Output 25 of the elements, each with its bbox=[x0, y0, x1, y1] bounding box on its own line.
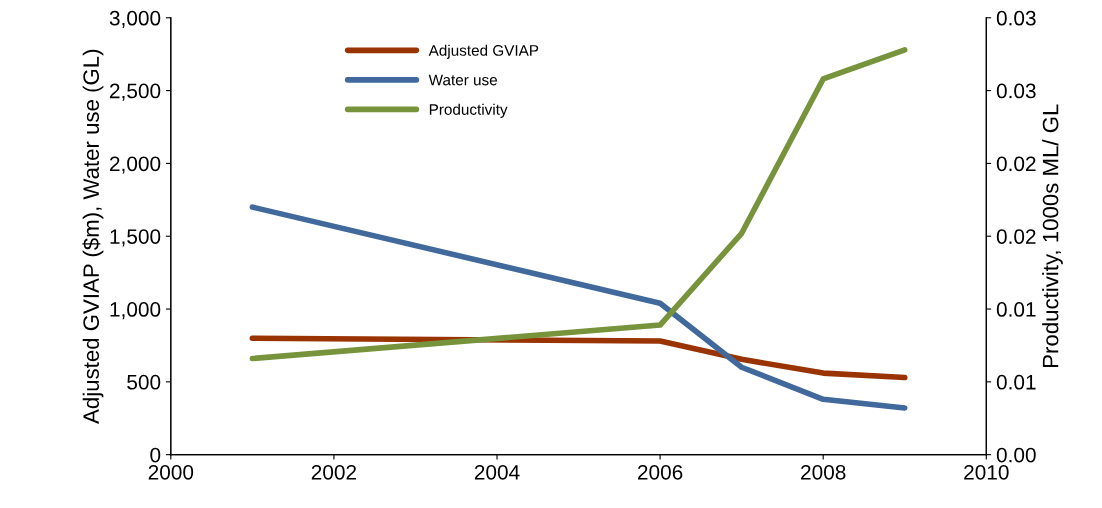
y2-tick-label: 0.01 bbox=[996, 302, 1036, 317]
y2-tick-label: 0.01 bbox=[996, 374, 1036, 390]
y-tick-label: 2,000 bbox=[110, 156, 161, 174]
legend-label: Water use bbox=[428, 74, 497, 86]
y2-tick-label: 0.03 bbox=[996, 83, 1036, 99]
x-tick-label: 2000 bbox=[148, 464, 194, 480]
y-tick-label: 1,500 bbox=[110, 229, 161, 247]
y-tick-label: 3,000 bbox=[109, 10, 161, 28]
x-tick-label: 2006 bbox=[637, 464, 683, 480]
y-tick-label: 1,000 bbox=[110, 302, 161, 320]
y-tick-label: 2,500 bbox=[110, 83, 161, 101]
x-tick-label: 2008 bbox=[801, 464, 846, 480]
legend-label: Productivity bbox=[429, 103, 508, 118]
y2-tick-label: 0.03 bbox=[996, 10, 1036, 26]
y-axis-title: Adjusted GVIAP ($m), Water use (GL) bbox=[82, 49, 104, 424]
y2-tick-label: 0.00 bbox=[996, 447, 1036, 463]
x-tick-label: 2002 bbox=[311, 464, 357, 480]
x-tick-label: 2004 bbox=[474, 464, 520, 480]
x-tick-label: 2010 bbox=[964, 464, 1009, 480]
y-tick-label: 500 bbox=[127, 374, 161, 390]
y2-tick-label: 0.02 bbox=[996, 156, 1036, 172]
y-tick-label: 0 bbox=[150, 447, 161, 463]
legend-label: Adjusted GVIAP bbox=[428, 44, 539, 59]
y2-axis-title: Productivity, 1000s ML/ GL bbox=[1042, 104, 1063, 367]
y2-tick-label: 0.02 bbox=[996, 229, 1036, 244]
